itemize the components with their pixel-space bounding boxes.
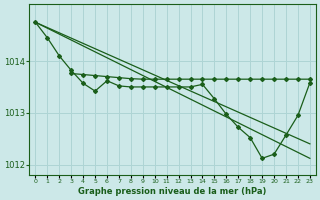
X-axis label: Graphe pression niveau de la mer (hPa): Graphe pression niveau de la mer (hPa): [78, 187, 267, 196]
